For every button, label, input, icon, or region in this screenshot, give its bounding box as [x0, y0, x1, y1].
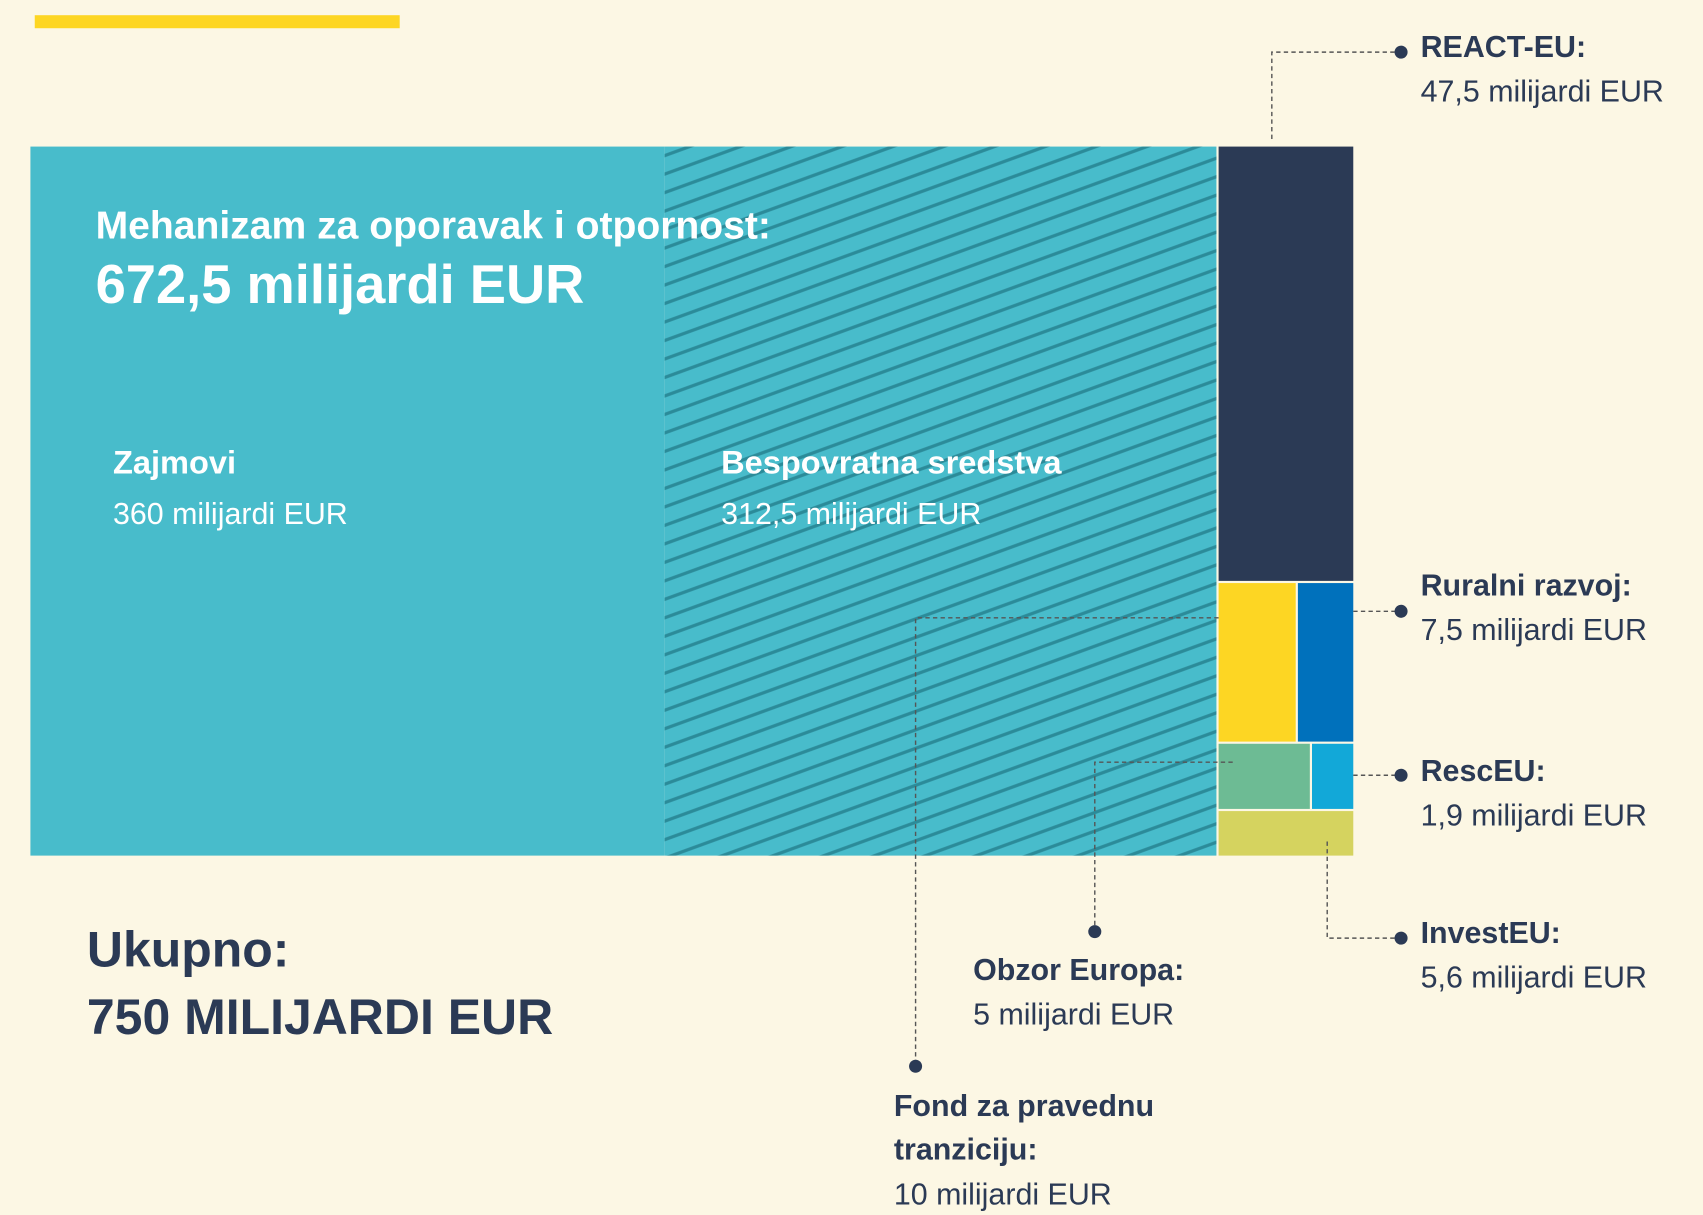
leader-dot — [1394, 768, 1408, 782]
treemap-cell — [1218, 811, 1354, 856]
label-box: Fond za pravednu tranziciju: — [893, 1089, 1155, 1167]
part-label: Zajmovi — [113, 444, 236, 480]
part-value: 360 milijardi EUR — [113, 497, 348, 531]
group-value: 672,5 milijardi EUR — [96, 254, 585, 315]
item-value: 5 milijardi EUR — [973, 997, 1174, 1031]
item-label: Ruralni razvoj: — [1421, 568, 1632, 602]
leader-dot — [909, 1059, 923, 1073]
accent-bar — [34, 15, 400, 29]
item-label: RescEU: — [1421, 754, 1546, 788]
item-value: 1,9 milijardi EUR — [1421, 799, 1647, 833]
leader-dot — [1088, 925, 1102, 939]
treemap-cell — [1218, 146, 1354, 581]
leader-dot — [1394, 931, 1408, 945]
leader-line — [1326, 841, 1402, 939]
item-value: 7,5 milijardi EUR — [1421, 613, 1647, 647]
item-label: Fond za pravednu tranziciju: — [893, 1089, 1155, 1167]
treemap-cell — [1218, 583, 1296, 742]
item-value: 5,6 milijardi EUR — [1421, 960, 1647, 994]
leader-line — [1094, 761, 1233, 932]
leader-line — [914, 617, 1219, 1067]
group-title: Mehanizam za oporavak i otpornost: — [96, 204, 771, 247]
leader-dot — [1394, 45, 1408, 59]
item-label: Obzor Europa: — [973, 953, 1184, 987]
total-value: 750 MILIJARDI EUR — [87, 989, 553, 1045]
treemap-cell — [1218, 743, 1310, 809]
part-value: 312,5 milijardi EUR — [721, 497, 981, 531]
item-label: InvestEU: — [1421, 916, 1561, 950]
item-value: 10 milijardi EUR — [894, 1178, 1112, 1212]
item-value: 47,5 milijardi EUR — [1421, 74, 1664, 108]
leader-dot — [1394, 604, 1408, 618]
part-label: Bespovratna sredstva — [721, 444, 1062, 480]
item-label: REACT-EU: — [1421, 30, 1586, 64]
treemap-cell — [1297, 583, 1354, 742]
total-label: Ukupno: — [87, 922, 290, 978]
leader-line — [1271, 51, 1402, 139]
hatch-overlay — [664, 146, 1217, 856]
treemap-cell — [30, 146, 665, 856]
treemap-cell — [1312, 743, 1354, 809]
